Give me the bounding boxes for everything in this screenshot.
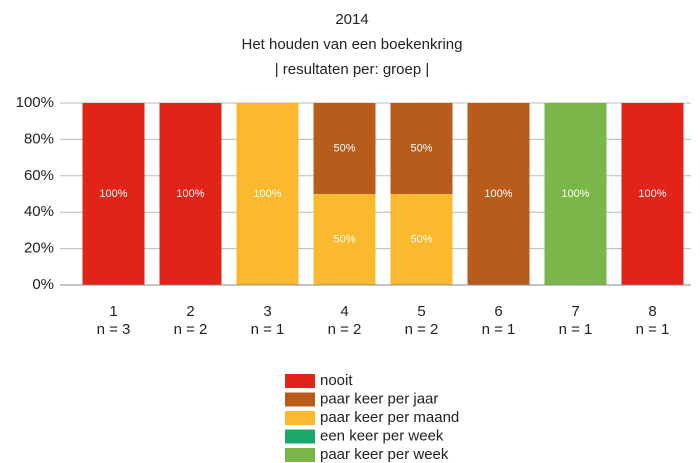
legend-swatch [285,429,315,444]
x-tick-label: 1 [109,303,117,320]
y-tick-label: 0% [32,276,54,293]
bar-segment [390,194,453,285]
data-label: 100% [561,188,589,200]
bar-segment [390,103,453,194]
legend-swatch [285,374,315,388]
legend-swatch [285,448,315,462]
x-tick-note: n = 1 [482,321,516,338]
legend-label: paar keer per maand [320,409,459,426]
legend-swatch [285,411,315,425]
legend-swatch [285,392,315,407]
legend-label: paar keer per week [320,446,449,463]
data-label: 50% [410,233,432,245]
data-label: 50% [410,142,432,154]
x-tick-note: n = 2 [174,321,208,338]
x-tick-note: n = 2 [405,321,439,338]
x-tick-label: 8 [648,303,656,320]
y-tick-label: 40% [24,203,54,220]
x-tick-note: n = 1 [251,321,285,338]
bar-segment [159,103,222,285]
x-tick-note: n = 2 [328,321,362,338]
chart-title: Het houden van een boekenkring [241,36,462,53]
x-tick-note: n = 1 [636,321,670,338]
x-tick-label: 5 [417,303,425,320]
y-tick-label: 20% [24,240,54,257]
x-tick-label: 4 [340,303,348,320]
bar-segment [82,103,145,285]
x-tick-note: n = 1 [559,321,593,338]
bar-segment [621,103,684,285]
bar-segment [544,103,607,285]
y-tick-label: 80% [24,130,54,147]
legend-label: nooit [320,372,353,389]
bar-segment [313,194,376,285]
data-label: 50% [333,142,355,154]
legend-label: een keer per week [320,427,444,444]
x-tick-label: 6 [494,303,502,320]
data-label: 100% [638,188,666,200]
y-tick-label: 100% [16,94,54,111]
data-label: 100% [99,188,127,200]
data-label: 100% [484,188,512,200]
chart-title: | resultaten per: groep | [275,61,430,78]
data-label: 100% [253,188,281,200]
x-tick-label: 3 [263,303,271,320]
legend-label: paar keer per jaar [320,390,438,407]
y-tick-label: 60% [24,167,54,184]
bar-segment [467,103,530,285]
x-tick-label: 7 [571,303,579,320]
data-label: 50% [333,233,355,245]
x-tick-label: 2 [186,303,194,320]
chart-title: 2014 [335,11,368,28]
bar-segment [313,103,376,194]
bar-segment [236,103,299,285]
x-tick-note: n = 3 [97,321,131,338]
data-label: 100% [176,188,204,200]
